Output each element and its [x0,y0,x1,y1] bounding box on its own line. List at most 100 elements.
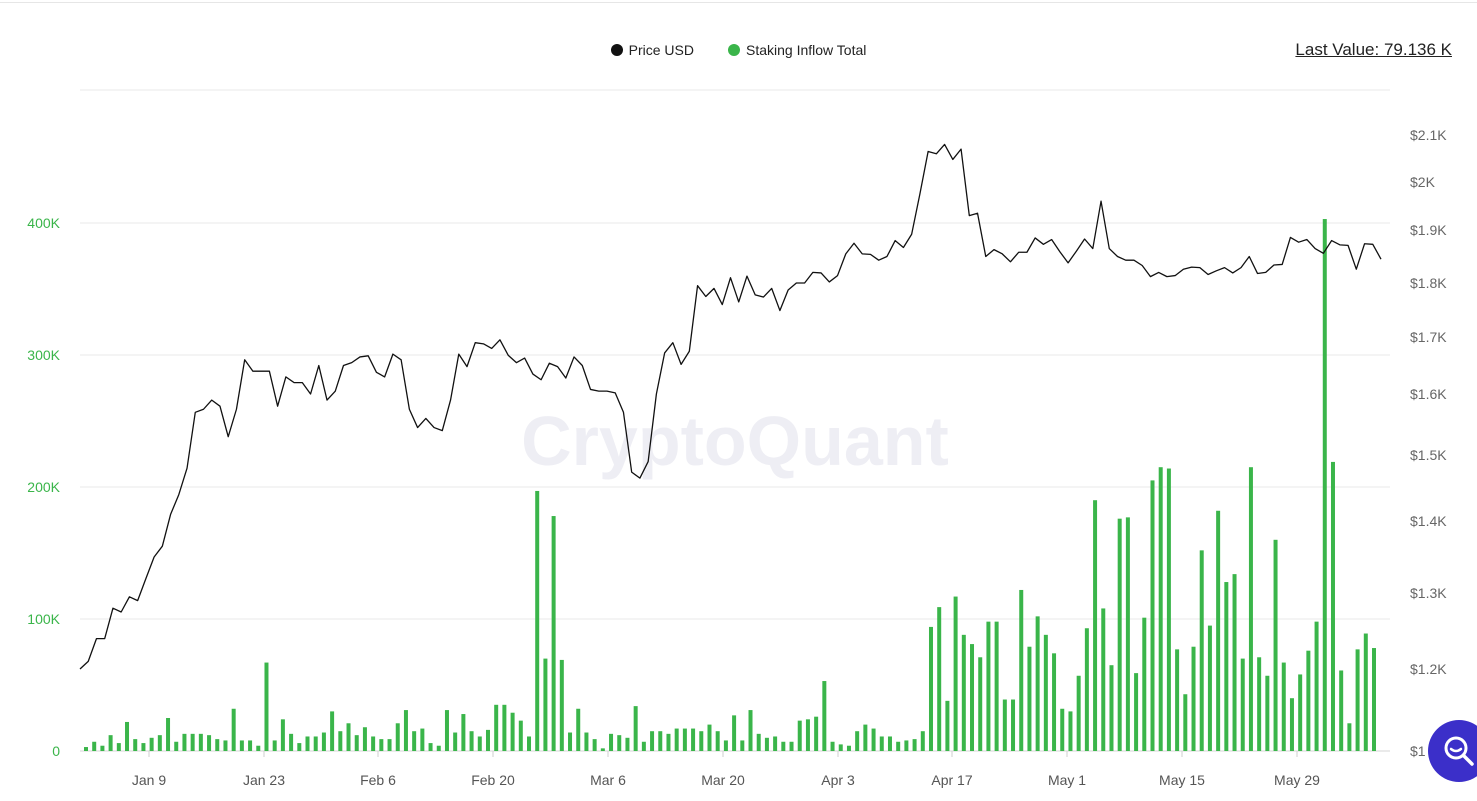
staking-bar [297,743,302,751]
staking-bar [379,739,384,751]
staking-bar [215,739,220,751]
staking-bar [879,736,884,751]
staking-bar [84,747,88,751]
staking-bar [1265,675,1270,751]
last-value-link[interactable]: Last Value: 79.136 K [1295,40,1452,59]
legend-item-price[interactable]: Price USD [610,38,694,62]
x-axis-tick-label: Apr 17 [931,772,972,788]
staking-bar [116,743,121,751]
staking-bar [1052,653,1057,751]
staking-bar [453,732,458,751]
staking-bar [1076,675,1081,751]
staking-bar [764,737,769,751]
staking-bar [346,723,351,751]
staking-bar [699,731,704,751]
staking-bar [576,708,581,751]
staking-bar [1281,662,1286,751]
staking-bar [1363,633,1368,751]
right-axis-tick-label: $1.4K [1410,513,1447,529]
staking-bar [494,704,499,751]
staking-bar [1330,461,1335,751]
staking-bar [691,728,696,751]
staking-bar [420,728,425,751]
staking-bar [157,735,162,751]
staking-bar [986,621,991,751]
staking-bar [896,741,901,751]
x-axis-tick-label: Mar 6 [590,772,626,788]
staking-bar [855,731,860,751]
staking-bar [650,731,655,751]
staking-bar [904,740,909,751]
staking-bar [994,621,999,751]
staking-bar [1158,467,1163,751]
staking-bar [666,733,671,751]
staking-bar [354,735,359,751]
staking-bar [1347,723,1352,751]
staking-bar [477,736,482,751]
staking-bar [617,735,622,751]
staking-legend-dot [727,44,740,56]
staking-bar [822,681,827,751]
staking-bar [1166,468,1171,751]
staking-bar [256,745,261,751]
staking-bar [1232,574,1237,751]
staking-bar [781,741,786,751]
staking-bar [387,739,392,751]
staking-bar [412,731,417,751]
right-axis-tick-label: $2.1K [1410,127,1447,143]
staking-bar [887,736,892,751]
x-axis-tick-label: Mar 20 [701,772,745,788]
staking-bar [1093,500,1098,751]
x-axis-tick-label: Apr 3 [821,772,855,788]
staking-bar [535,490,540,751]
staking-bar [1240,658,1245,751]
staking-bar [444,710,449,751]
staking-bar [961,634,966,751]
right-axis-tick-label: $1.9K [1410,222,1447,238]
staking-bar [231,708,236,751]
staking-bar [920,731,925,751]
staking-bar [1257,657,1262,751]
staking-bar [1191,646,1196,751]
staking-bar [198,733,203,751]
staking-bar [1355,649,1360,751]
staking-bar [1134,673,1139,751]
staking-bar [272,740,277,751]
staking-bar [1101,608,1106,751]
staking-bar [789,741,794,751]
right-axis-tick-label: $1.5K [1410,447,1447,463]
staking-bar [732,715,737,751]
staking-bar [592,739,597,751]
staking-bar [1084,628,1089,751]
left-axis-tick-label: 0 [52,743,60,759]
staking-bar [600,748,605,751]
staking-bar [108,735,113,751]
staking-bar [174,741,179,751]
staking-bar [1019,589,1024,751]
staking-bar [838,744,843,751]
staking-bar [584,732,589,751]
x-axis-tick-label: Jan 23 [243,772,285,788]
legend-item-staking[interactable]: Staking Inflow Total [727,38,867,62]
staking-bar [1150,480,1155,751]
staking-bar [1248,467,1253,751]
staking-bar [1035,616,1040,751]
staking-bar [485,729,490,751]
staking-bar [264,662,269,751]
left-axis-tick-label: 400K [27,215,60,231]
price-legend-label: Price USD [628,42,694,58]
search-button[interactable] [1428,720,1477,782]
staking-bar [1011,699,1016,751]
staking-bar [1199,550,1204,751]
staking-bar [428,743,433,751]
staking-bar [1207,625,1212,751]
staking-legend-label: Staking Inflow Total [745,42,867,58]
staking-bar [953,596,958,751]
staking-bar [715,731,720,751]
staking-bar [871,728,876,751]
staking-bar [223,740,228,751]
chart-legend: Price USD Staking Inflow Total [0,38,1477,62]
x-axis-tick-label: May 15 [1159,772,1205,788]
staking-bar [133,739,138,751]
staking-bar [830,741,835,751]
